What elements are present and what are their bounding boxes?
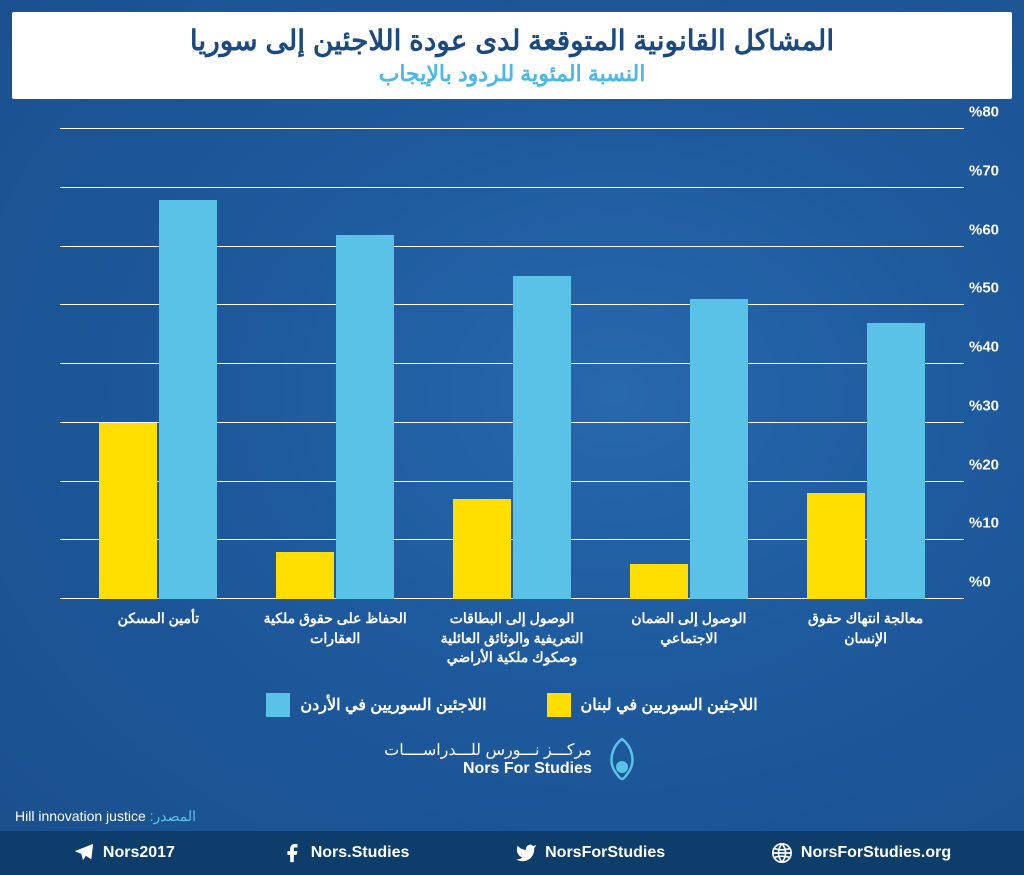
x-tick-label: الوصول إلى الضمان الاجتماعي (609, 609, 768, 668)
y-tick-label: %20 (969, 456, 1014, 473)
legend-swatch-yellow (547, 693, 571, 717)
y-tick-label: %60 (969, 221, 1014, 238)
source-text: Hill innovation justice (15, 808, 146, 824)
bar-group (609, 299, 768, 599)
y-tick-label: %30 (969, 397, 1014, 414)
y-tick-label: %40 (969, 339, 1014, 356)
legend-label-yellow: اللاجئين السوريين في لبنان (581, 695, 758, 715)
bar-yellow (630, 564, 688, 599)
y-tick-label: %80 (969, 104, 1014, 121)
logo-arabic: مركـــز نـــورس للـــدراســــات (384, 740, 592, 760)
social-link-facebook[interactable]: Nors.Studies (281, 842, 410, 864)
legend-item-yellow: اللاجئين السوريين في لبنان (547, 693, 758, 717)
x-tick-label: معالجة انتهاك حقوق الإنسان (786, 609, 945, 668)
chart-legend: اللاجئين السوريين في الأردن اللاجئين الس… (0, 693, 1024, 717)
dribbble-icon (771, 842, 793, 864)
bar-yellow (453, 499, 511, 599)
logo-text: مركـــز نـــورس للـــدراســــات Nors For… (384, 740, 592, 778)
bar-chart: %0%10%20%30%40%50%60%70%80 (60, 129, 964, 599)
sub-title: النسبة المئوية للردود بالإيجاب (32, 61, 992, 87)
bar-group (256, 235, 415, 599)
bar-yellow (99, 423, 157, 599)
y-tick-label: %50 (969, 280, 1014, 297)
social-link-telegram[interactable]: Nors2017 (73, 842, 175, 864)
twitter-icon (515, 842, 537, 864)
logo-section: مركـــز نـــورس للـــدراســــات Nors For… (0, 737, 1024, 781)
social-text: NorsForStudies (545, 844, 665, 862)
bar-group (786, 323, 945, 599)
bar-group (79, 200, 238, 600)
x-tick-label: الحفاظ على حقوق ملكية العقارات (256, 609, 415, 668)
bar-blue (867, 323, 925, 599)
bar-blue (159, 200, 217, 600)
bar-yellow (807, 493, 865, 599)
facebook-icon (281, 842, 303, 864)
bar-group (432, 276, 591, 599)
social-text: Nors.Studies (311, 844, 410, 862)
legend-label-blue: اللاجئين السوريين في الأردن (300, 695, 486, 715)
source-attribution: المصدر: Hill innovation justice (15, 808, 196, 825)
legend-swatch-blue (266, 693, 290, 717)
logo-english: Nors For Studies (384, 760, 592, 778)
header-banner: المشاكل القانونية المتوقعة لدى عودة اللا… (12, 12, 1012, 99)
bar-blue (336, 235, 394, 599)
y-tick-label: %0 (969, 574, 1014, 591)
social-text: Nors2017 (103, 844, 175, 862)
bar-yellow (276, 552, 334, 599)
nors-logo-icon (604, 737, 640, 781)
y-tick-label: %70 (969, 162, 1014, 179)
telegram-icon (73, 842, 95, 864)
bars-container (60, 129, 964, 599)
footer-social: NorsForStudies.org NorsForStudies Nors.Stu… (0, 831, 1024, 875)
bar-blue (690, 299, 748, 599)
legend-item-blue: اللاجئين السوريين في الأردن (266, 693, 486, 717)
x-tick-label: الوصول إلى البطاقات التعريفية والوثائق ا… (432, 609, 591, 668)
bar-blue (513, 276, 571, 599)
main-title: المشاكل القانونية المتوقعة لدى عودة اللا… (32, 24, 992, 57)
x-tick-label: تأمين المسكن (79, 609, 238, 668)
source-label: المصدر: (150, 808, 196, 824)
x-axis-labels: تأمين المسكن الحفاظ على حقوق ملكية العقار… (60, 609, 964, 668)
social-link-dribbble[interactable]: NorsForStudies.org (771, 842, 951, 864)
social-text: NorsForStudies.org (801, 844, 951, 862)
social-link-twitter[interactable]: NorsForStudies (515, 842, 665, 864)
y-tick-label: %10 (969, 515, 1014, 532)
